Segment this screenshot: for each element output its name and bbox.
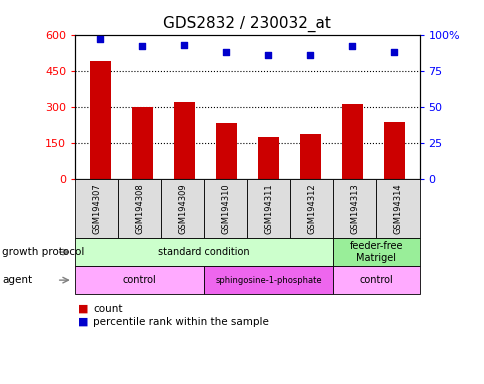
Text: GSM194309: GSM194309 — [178, 183, 187, 233]
Point — [390, 49, 397, 55]
Point — [180, 41, 188, 48]
Point — [348, 43, 355, 49]
Text: sphingosine-1-phosphate: sphingosine-1-phosphate — [215, 276, 321, 285]
Text: GSM194308: GSM194308 — [135, 183, 144, 234]
Text: ■: ■ — [77, 304, 88, 314]
Text: GSM194310: GSM194310 — [221, 183, 230, 233]
Bar — [383, 122, 404, 179]
Text: ■: ■ — [77, 317, 88, 327]
Text: standard condition: standard condition — [158, 247, 250, 257]
Bar — [215, 123, 236, 179]
Bar — [90, 61, 111, 179]
Bar — [299, 134, 320, 179]
Text: control: control — [359, 275, 393, 285]
Bar — [257, 137, 278, 179]
Text: GSM194311: GSM194311 — [264, 183, 273, 233]
Bar — [341, 104, 362, 179]
Text: growth protocol: growth protocol — [2, 247, 85, 257]
Point — [306, 52, 314, 58]
Point — [264, 52, 272, 58]
Title: GDS2832 / 230032_at: GDS2832 / 230032_at — [163, 16, 331, 32]
Point — [222, 49, 230, 55]
Text: GSM194307: GSM194307 — [92, 183, 101, 234]
Bar — [173, 102, 195, 179]
Text: GSM194313: GSM194313 — [350, 183, 359, 234]
Text: GSM194312: GSM194312 — [307, 183, 316, 233]
Text: count: count — [93, 304, 122, 314]
Text: percentile rank within the sample: percentile rank within the sample — [93, 317, 269, 327]
Text: control: control — [122, 275, 156, 285]
Point — [96, 36, 104, 42]
Bar — [132, 107, 152, 179]
Text: GSM194314: GSM194314 — [393, 183, 402, 233]
Text: agent: agent — [2, 275, 32, 285]
Point — [138, 43, 146, 49]
Text: feeder-free
Matrigel: feeder-free Matrigel — [349, 241, 402, 263]
